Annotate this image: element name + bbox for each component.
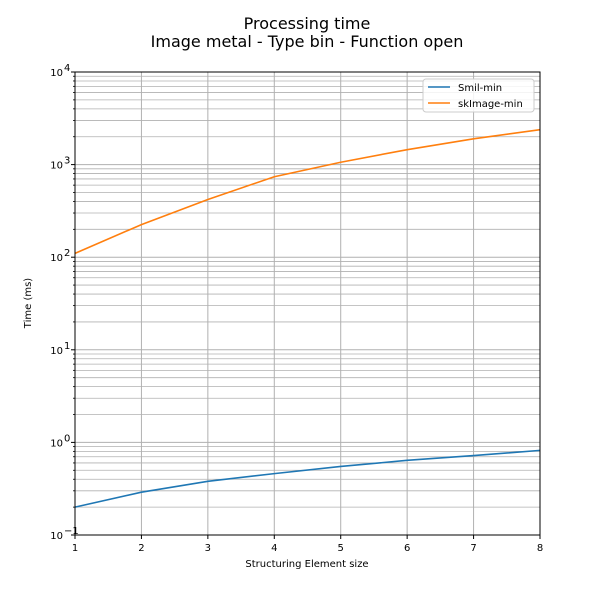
- grid: [74, 71, 541, 536]
- series-lines: [74, 128, 541, 508]
- y-tick-label: 10: [50, 161, 63, 172]
- chart-title: Processing time: [244, 14, 371, 33]
- legend-box: [422, 78, 535, 113]
- chart-subtitle: Image metal - Type bin - Function open: [151, 32, 464, 51]
- y-tick-exponent: 1: [64, 341, 70, 352]
- y-tick-label: 10: [50, 346, 63, 357]
- series-line-smil-min: [74, 449, 541, 508]
- x-tick-label: 1: [72, 543, 78, 554]
- y-tick-exponent: 2: [64, 248, 70, 259]
- x-axis-ticks: 1 2 3 4 5 6 7 8: [72, 535, 543, 554]
- x-tick-label: 6: [404, 543, 410, 554]
- x-axis-label: Structuring Element size: [245, 559, 368, 570]
- legend-label: skImage-min: [458, 99, 523, 110]
- y-tick-exponent: 3: [64, 156, 70, 167]
- x-tick-label: 4: [271, 543, 277, 554]
- legend: Smil-min skImage-min: [422, 78, 535, 113]
- y-axis-label: Time (ms): [23, 278, 34, 330]
- y-tick-exponent: 0: [64, 433, 70, 444]
- plot-frame: [74, 71, 541, 536]
- y-tick-label: 10: [50, 253, 63, 264]
- y-tick-label: 10: [50, 68, 63, 79]
- y-tick-exponent: 4: [64, 63, 70, 74]
- x-tick-label: 5: [338, 543, 344, 554]
- x-tick-label: 3: [205, 543, 211, 554]
- y-tick-exponent: −1: [64, 526, 79, 537]
- y-tick-label: 10: [50, 531, 63, 542]
- x-tick-label: 7: [470, 543, 476, 554]
- legend-label: Smil-min: [458, 83, 502, 94]
- x-tick-label: 2: [138, 543, 144, 554]
- y-tick-label: 10: [50, 438, 63, 449]
- series-line-skimage-min: [74, 128, 541, 255]
- x-tick-label: 8: [537, 543, 543, 554]
